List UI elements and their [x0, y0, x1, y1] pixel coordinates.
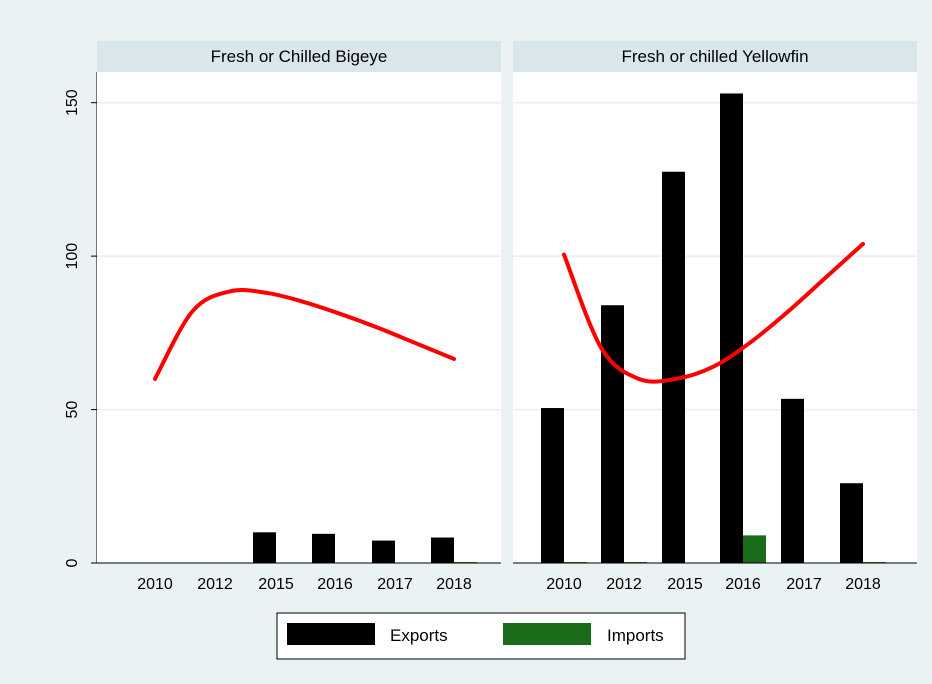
bar-exports	[541, 408, 564, 563]
bar-exports	[431, 537, 454, 563]
x-tick-label: 2010	[546, 576, 582, 593]
panel-title: Fresh or chilled Yellowfin	[621, 47, 808, 66]
y-tick-label: 50	[64, 401, 81, 419]
x-tick-label: 2018	[845, 576, 881, 593]
bar-imports	[743, 535, 766, 563]
bar-exports	[781, 398, 804, 563]
panel-header	[97, 41, 501, 72]
plot-area	[513, 72, 917, 563]
y-tick-label: 100	[64, 243, 81, 270]
fit-line	[153, 288, 456, 381]
y-tick-label: 0	[64, 558, 81, 567]
legend-label: Imports	[607, 626, 664, 645]
panel-title: Fresh or Chilled Bigeye	[211, 47, 388, 66]
x-tick-label: 2017	[786, 576, 822, 593]
legend-label: Exports	[390, 626, 448, 645]
x-tick-label: 2017	[377, 576, 413, 593]
x-tick-label: 2016	[317, 576, 353, 593]
x-tick-label: 2018	[436, 576, 472, 593]
x-tick-label: 2012	[197, 576, 233, 593]
bar-exports	[601, 305, 624, 563]
bar-exports	[253, 532, 276, 563]
bar-exports	[372, 540, 395, 563]
x-tick-label: 2010	[137, 576, 173, 593]
panel-2: Fresh or chilled Yellowfin 2010 2012 2015 20…	[513, 41, 917, 593]
legend: Exports Imports	[276, 612, 686, 660]
legend-swatch	[287, 623, 375, 645]
fit-line	[562, 241, 865, 384]
x-tick-label: 2015	[667, 576, 703, 593]
bar-exports	[312, 533, 335, 563]
bar-exports	[662, 171, 685, 563]
y-tick-label: 150	[64, 89, 81, 116]
bar-exports	[720, 93, 743, 563]
legend-swatch	[503, 623, 591, 645]
x-tick-label: 2012	[606, 576, 642, 593]
x-tick-label: 2016	[725, 576, 761, 593]
x-tick-label: 2015	[258, 576, 294, 593]
bar-exports	[840, 483, 863, 563]
panel-header	[513, 41, 917, 72]
panel-1: Fresh or Chilled Bigeye 2010 2012 2015 2016 2…	[97, 41, 501, 593]
plot-area	[97, 72, 501, 563]
